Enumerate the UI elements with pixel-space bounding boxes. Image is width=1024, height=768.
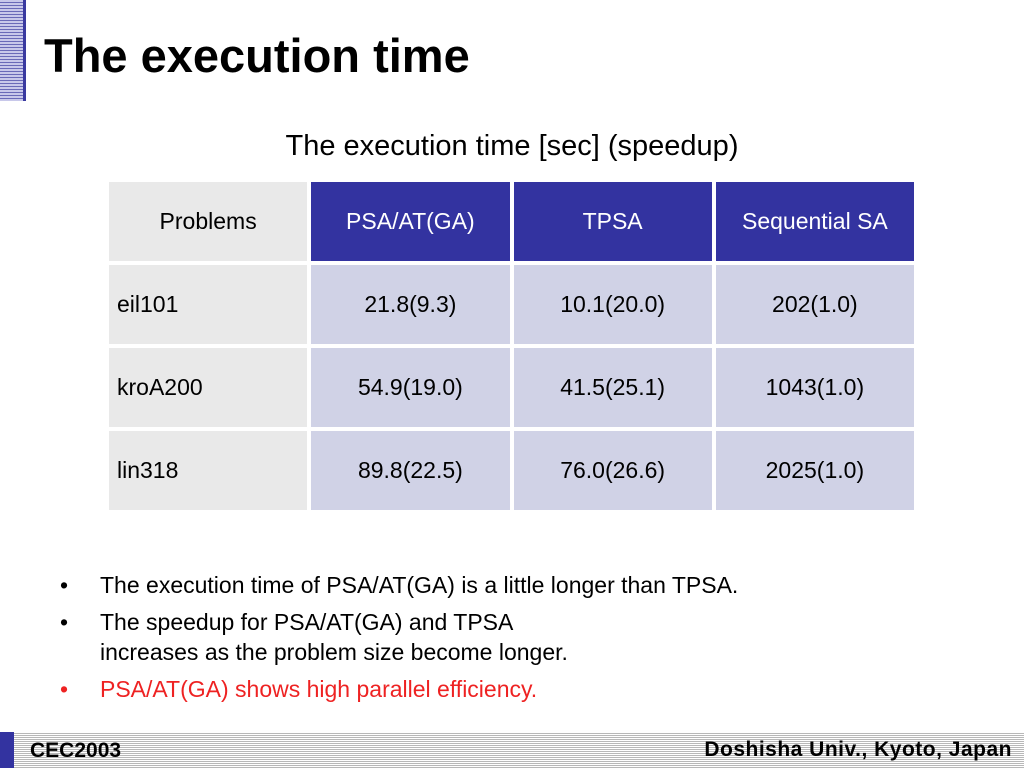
psa-at-ga-cell: 21.8(9.3) [311,265,510,344]
results-table: Problems PSA/AT(GA) TPSA Sequential SA e… [105,178,918,514]
tpsa-cell: 10.1(20.0) [513,265,712,344]
footer-affiliation-label: Doshisha Univ., Kyoto, Japan [704,738,1012,761]
bullet-item-highlighted: • PSA/AT(GA) shows high parallel efficie… [58,674,738,704]
footer-conference-label: CEC2003 [30,739,122,762]
footer-bar: CEC2003 Doshisha Univ., Kyoto, Japan [0,732,1024,768]
problem-cell: kroA200 [109,348,308,427]
table-row: eil101 21.8(9.3) 10.1(20.0) 202(1.0) [109,265,914,344]
title-accent-bar [0,0,26,101]
page-title: The execution time [44,29,470,82]
column-header-sequential-sa: Sequential SA [715,182,914,261]
problem-cell: lin318 [109,431,308,510]
bullet-item: • The speedup for PSA/AT(GA) and TPSA in… [58,607,738,667]
bullet-item: • The execution time of PSA/AT(GA) is a … [58,570,738,600]
column-header-tpsa: TPSA [513,182,712,261]
column-header-psa-at-ga: PSA/AT(GA) [311,182,510,261]
psa-at-ga-cell: 89.8(22.5) [311,431,510,510]
psa-at-ga-cell: 54.9(19.0) [311,348,510,427]
problem-cell: eil101 [109,265,308,344]
bullet-text: PSA/AT(GA) shows high parallel efficienc… [100,676,538,702]
column-header-problems: Problems [109,182,308,261]
bullet-marker: • [60,572,69,598]
sequential-sa-cell: 202(1.0) [715,265,914,344]
bullet-marker: • [60,676,69,702]
table-header-row: Problems PSA/AT(GA) TPSA Sequential SA [109,182,914,261]
bullet-text: The speedup for PSA/AT(GA) and TPSA incr… [100,609,568,665]
bullet-marker: • [60,609,69,635]
sequential-sa-cell: 2025(1.0) [715,431,914,510]
bullet-text: The execution time of PSA/AT(GA) is a li… [100,572,739,598]
table-row: kroA200 54.9(19.0) 41.5(25.1) 1043(1.0) [109,348,914,427]
table-row: lin318 89.8(22.5) 76.0(26.6) 2025(1.0) [109,431,914,510]
bullet-list: • The execution time of PSA/AT(GA) is a … [58,570,738,711]
tpsa-cell: 41.5(25.1) [513,348,712,427]
footer-accent [0,732,14,768]
table-caption: The execution time [sec] (speedup) [285,130,739,162]
tpsa-cell: 76.0(26.6) [513,431,712,510]
sequential-sa-cell: 1043(1.0) [715,348,914,427]
